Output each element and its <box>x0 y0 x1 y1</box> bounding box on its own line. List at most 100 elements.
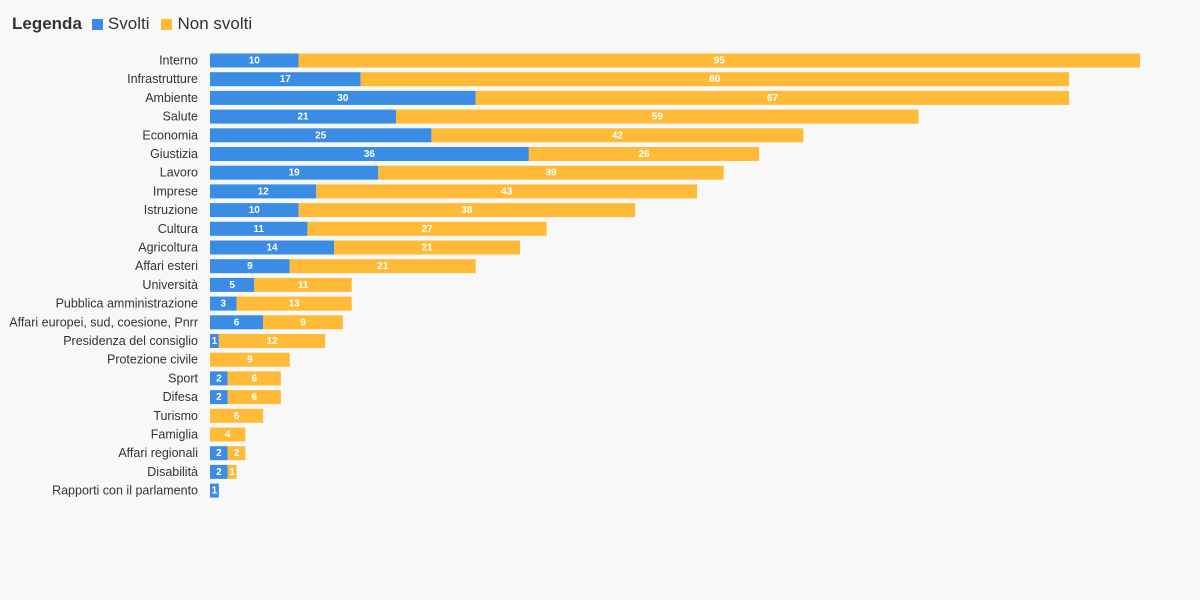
value-label-non-svolti: 42 <box>612 130 624 141</box>
bar-svolti <box>210 128 432 143</box>
value-label-svolti: 19 <box>289 168 301 179</box>
category-label: Imprese <box>153 184 198 198</box>
bar-row-turismo: Turismo 6 <box>153 408 264 423</box>
value-label-non-svolti: 21 <box>377 261 389 272</box>
bar-non-svolti <box>263 315 343 330</box>
value-label-non-svolti: 11 <box>298 280 309 291</box>
bar-svolti <box>210 315 264 330</box>
value-label-svolti: 25 <box>315 130 327 141</box>
category-label: Protezione civile <box>107 353 198 367</box>
bar-non-svolti <box>360 72 1070 87</box>
bar-svolti <box>210 464 228 479</box>
bar-svolti <box>210 240 334 255</box>
value-label-non-svolti: 38 <box>461 205 473 216</box>
category-label: Pubblica amministrazione <box>56 297 198 311</box>
bar-svolti <box>210 277 255 292</box>
category-label: Disabilità <box>147 465 198 479</box>
value-label-non-svolti: 9 <box>247 355 253 366</box>
bar-row-famiglia: Famiglia 4 <box>151 427 246 442</box>
bar-non-svolti <box>227 464 237 479</box>
value-label-non-svolti: 6 <box>234 411 240 422</box>
value-label-non-svolti: 1 <box>229 467 235 478</box>
value-label-non-svolti: 2 <box>234 448 240 459</box>
bar-non-svolti <box>227 371 281 386</box>
value-label-svolti: 2 <box>216 448 222 459</box>
value-label-svolti: 10 <box>249 56 261 67</box>
bar-row-infrastrutture: Infrastrutture 17 80 <box>127 72 1070 87</box>
category-label: Università <box>142 278 198 292</box>
bar-row-affari-esteri: Affari esteri 9 21 <box>135 259 476 274</box>
category-label: Cultura <box>158 222 198 236</box>
value-label-svolti: 11 <box>253 224 264 235</box>
value-label-svolti: 3 <box>221 299 227 310</box>
value-label-non-svolti: 21 <box>421 243 433 254</box>
value-label-svolti: 2 <box>216 392 222 403</box>
category-label: Difesa <box>163 390 198 404</box>
category-label: Interno <box>159 54 198 68</box>
category-label: Presidenza del consiglio <box>63 334 198 348</box>
bar-non-svolti <box>227 446 246 461</box>
bar-svolti <box>210 147 529 161</box>
value-label-non-svolti: 59 <box>652 112 664 123</box>
bar-row-universita: Università 5 11 <box>142 277 352 292</box>
legend-item-svolti: Svolti <box>91 13 149 35</box>
category-label: Ambiente <box>145 91 198 105</box>
bar-row-economia: Economia 25 42 <box>142 128 804 143</box>
value-label-non-svolti: 6 <box>252 373 258 384</box>
bar-row-istruzione: Istruzione 10 38 <box>144 203 636 218</box>
bar-row-pubblica-amministrazione: Pubblica amministrazione 3 13 <box>56 296 352 311</box>
bar-non-svolti <box>334 240 520 255</box>
value-label-non-svolti: 95 <box>714 56 726 67</box>
bar-non-svolti <box>236 296 352 311</box>
legend-label-non-svolti: Non svolti <box>177 14 253 33</box>
legend-swatch-svolti <box>91 18 103 30</box>
bar-row-giustizia: Giustizia 36 26 <box>150 147 760 161</box>
bar-row-protezione-civile: Protezione civile 9 <box>107 352 290 367</box>
value-label-svolti: 6 <box>234 317 240 328</box>
bar-svolti <box>210 390 228 405</box>
bar-non-svolti <box>378 165 724 180</box>
bar-row-difesa: Difesa 2 6 <box>163 390 281 405</box>
category-label: Agricoltura <box>138 241 198 255</box>
bar-row-disabilita: Disabilità 2 1 <box>147 464 237 479</box>
bar-non-svolti <box>316 184 698 199</box>
value-label-svolti: 30 <box>337 93 349 104</box>
value-label-non-svolti: 27 <box>421 224 433 235</box>
bar-svolti <box>210 53 299 68</box>
value-label-svolti: 1 <box>212 486 218 497</box>
bar-non-svolti <box>254 277 352 292</box>
category-label: Sport <box>168 371 198 385</box>
value-label-svolti: 1 <box>212 336 218 347</box>
category-label: Istruzione <box>144 203 198 217</box>
value-label-svolti: 10 <box>249 205 261 216</box>
category-label: Giustizia <box>150 147 198 161</box>
bar-non-svolti <box>298 53 1140 68</box>
bar-row-cultura: Cultura 11 27 <box>158 221 547 236</box>
bar-non-svolti <box>218 334 326 348</box>
value-label-non-svolti: 12 <box>266 336 278 347</box>
value-label-svolti: 9 <box>247 261 253 272</box>
legend-swatch-non-svolti <box>161 18 173 30</box>
bar-svolti <box>210 184 317 199</box>
value-label-non-svolti: 13 <box>289 299 301 310</box>
value-label-non-svolti: 4 <box>225 430 231 441</box>
bar-non-svolti <box>210 427 246 442</box>
bar-row-salute: Salute 21 59 <box>163 109 919 124</box>
bar-svolti <box>210 221 308 236</box>
category-label: Infrastrutture <box>127 72 198 86</box>
value-label-svolti: 36 <box>364 149 376 160</box>
bar-non-svolti <box>396 109 919 124</box>
bar-row-sport: Sport 2 6 <box>168 371 281 386</box>
value-label-non-svolti: 80 <box>709 74 721 85</box>
bar-row-agricoltura: Agricoltura 14 21 <box>138 240 520 255</box>
legend-item-non-svolti: Non svolti <box>161 13 252 35</box>
value-label-non-svolti: 39 <box>545 168 557 179</box>
bar-svolti <box>210 203 299 218</box>
bar-svolti <box>210 371 228 386</box>
legend: Legenda Svolti Non svolti <box>12 13 264 35</box>
category-label: Affari europei, sud, coesione, Pnrr <box>9 315 198 329</box>
value-label-non-svolti: 26 <box>638 149 650 160</box>
category-label: Lavoro <box>160 166 198 180</box>
category-label: Affari esteri <box>135 259 198 273</box>
